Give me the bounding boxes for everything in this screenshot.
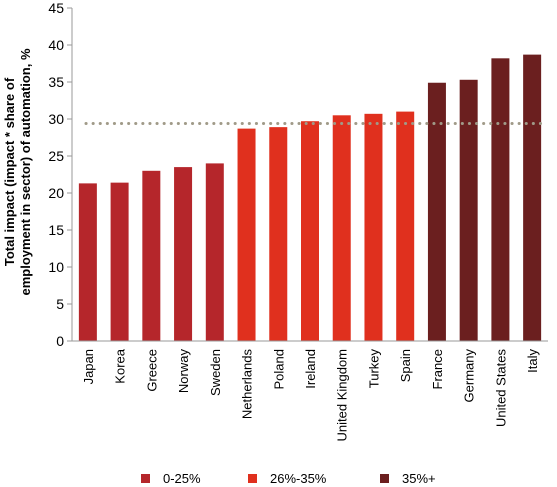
y-tick-label: 15 xyxy=(48,222,64,238)
x-tick-label: Poland xyxy=(271,349,286,389)
y-tick-label: 5 xyxy=(56,296,64,312)
bar xyxy=(459,79,478,341)
legend-label: 0-25% xyxy=(163,471,201,486)
y-tick-label: 30 xyxy=(48,111,64,127)
bar xyxy=(142,170,161,341)
x-tick-label: France xyxy=(430,349,445,389)
x-tick-label: United States xyxy=(493,349,508,428)
bar xyxy=(205,163,224,341)
legend-swatch xyxy=(141,474,150,483)
bar xyxy=(427,82,446,342)
x-tick-label: Japan xyxy=(81,349,96,384)
bar xyxy=(237,128,256,341)
bar xyxy=(332,115,351,341)
legend: 0-25% 26%-35% 35%+ xyxy=(141,471,436,486)
y-tick-label: 0 xyxy=(56,333,64,349)
y-tick-label: 35 xyxy=(48,74,64,90)
x-tick-label: Italy xyxy=(525,349,540,373)
y-axis-label-line-2: employment in sector) of automation, % xyxy=(18,48,33,295)
legend-label: 35%+ xyxy=(402,471,436,486)
x-tick-label: Norway xyxy=(176,349,191,394)
x-tick-label: Ireland xyxy=(303,349,318,389)
bar xyxy=(301,121,319,341)
bar xyxy=(269,127,288,341)
x-tick-label: Spain xyxy=(398,349,413,382)
x-tick-label: Sweden xyxy=(208,349,223,396)
y-tick-label: 45 xyxy=(48,0,64,16)
bar xyxy=(174,167,193,341)
y-tick-label: 40 xyxy=(48,37,64,53)
legend-swatch xyxy=(248,474,257,483)
x-axis: Japan Korea Greece Norway Sweden Netherlands P… xyxy=(72,340,548,442)
x-tick-label: Greece xyxy=(144,349,159,392)
y-axis-label-line-1: Total impact (impact * share of xyxy=(2,77,17,266)
y-tick-label: 20 xyxy=(48,185,64,201)
bar xyxy=(396,111,415,341)
bars-group xyxy=(78,54,542,342)
legend-swatch xyxy=(380,474,389,483)
x-tick-label: Turkey xyxy=(366,349,381,389)
legend-label: 26%-35% xyxy=(270,471,327,486)
y-tick-label: 25 xyxy=(48,148,64,164)
x-tick-label: United Kingdom xyxy=(335,349,350,442)
y-axis: 0 5 10 15 20 25 30 35 40 45 xyxy=(48,0,73,349)
x-tick-label: Korea xyxy=(113,348,128,383)
x-tick-label: Netherlands xyxy=(240,349,255,420)
bar xyxy=(110,182,129,341)
bar xyxy=(523,54,542,342)
bar xyxy=(491,58,510,341)
bar xyxy=(78,183,97,341)
bar xyxy=(364,113,383,341)
y-tick-label: 10 xyxy=(48,259,64,275)
x-tick-label: Germany xyxy=(462,349,477,403)
